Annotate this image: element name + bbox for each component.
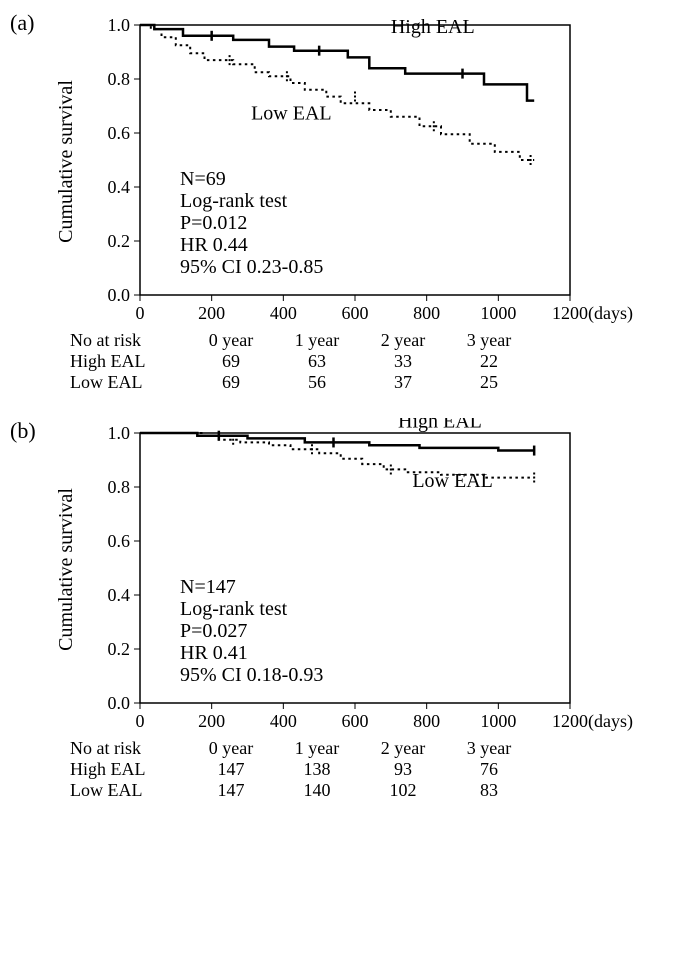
svg-text:800: 800: [413, 711, 440, 731]
svg-text:600: 600: [342, 711, 369, 731]
svg-text:800: 800: [413, 303, 440, 323]
risk-year-col: 2 year: [360, 330, 446, 351]
risk-value: 22: [446, 351, 532, 372]
risk-header: No at risk: [70, 330, 188, 351]
svg-text:0: 0: [136, 711, 145, 731]
risk-year-col: 2 year: [360, 738, 446, 759]
svg-text:N=69: N=69: [180, 168, 226, 190]
svg-text:0.4: 0.4: [108, 177, 131, 197]
y-axis-label: Cumulative survival: [55, 488, 78, 651]
svg-text:95% CI 0.18-0.93: 95% CI 0.18-0.93: [180, 664, 323, 686]
svg-text:HR 0.44: HR 0.44: [180, 234, 248, 256]
risk-value: 25: [446, 372, 532, 393]
svg-text:N=147: N=147: [180, 576, 236, 598]
risk-value: 140: [274, 780, 360, 801]
risk-year-col: 3 year: [446, 330, 532, 351]
svg-text:Log-rank test: Log-rank test: [180, 190, 288, 212]
svg-text:1000: 1000: [480, 711, 516, 731]
no-at-risk-table: No at risk0 year1 year2 year3 year High E…: [70, 330, 675, 393]
risk-year-col: 0 year: [188, 738, 274, 759]
svg-text:Low EAL: Low EAL: [412, 470, 493, 492]
risk-row-label: High EAL: [70, 351, 188, 372]
risk-year-col: 1 year: [274, 330, 360, 351]
risk-value: 56: [274, 372, 360, 393]
risk-value: 93: [360, 759, 446, 780]
svg-text:1.0: 1.0: [108, 15, 131, 35]
risk-value: 69: [188, 351, 274, 372]
svg-text:200: 200: [198, 303, 225, 323]
risk-year-col: 3 year: [446, 738, 532, 759]
risk-header: No at risk: [70, 738, 188, 759]
svg-text:95% CI 0.23-0.85: 95% CI 0.23-0.85: [180, 256, 323, 278]
svg-text:400: 400: [270, 711, 297, 731]
panel-label: (b): [10, 418, 36, 444]
svg-text:600: 600: [342, 303, 369, 323]
risk-year-col: 0 year: [188, 330, 274, 351]
risk-year-col: 1 year: [274, 738, 360, 759]
risk-value: 147: [188, 780, 274, 801]
svg-text:0.0: 0.0: [108, 285, 131, 305]
svg-text:0.2: 0.2: [108, 231, 131, 251]
survival-chart: 0.0 0.2 0.4 0.6 0.8 1.0 0 200 400 600 800 1000 1200 H…: [70, 10, 640, 330]
risk-value: 102: [360, 780, 446, 801]
panel-b: (b) Cumulative survival 0.0 0.2 0.4 0.6 0.8 1.0…: [10, 418, 675, 801]
svg-text:200: 200: [198, 711, 225, 731]
risk-value: 37: [360, 372, 446, 393]
svg-text:HR 0.41: HR 0.41: [180, 642, 248, 664]
risk-value: 138: [274, 759, 360, 780]
risk-value: 63: [274, 351, 360, 372]
svg-text:High EAL: High EAL: [391, 16, 475, 38]
risk-value: 147: [188, 759, 274, 780]
svg-text:400: 400: [270, 303, 297, 323]
svg-text:Log-rank test: Log-rank test: [180, 598, 288, 620]
svg-text:1200: 1200: [552, 711, 588, 731]
svg-text:1000: 1000: [480, 303, 516, 323]
svg-text:1.0: 1.0: [108, 423, 131, 443]
svg-text:0.4: 0.4: [108, 585, 131, 605]
svg-text:P=0.012: P=0.012: [180, 212, 247, 234]
x-axis-units: (days): [588, 711, 633, 732]
risk-value: 83: [446, 780, 532, 801]
svg-text:1200: 1200: [552, 303, 588, 323]
svg-text:0.0: 0.0: [108, 693, 131, 713]
x-axis-units: (days): [588, 303, 633, 324]
panel-label: (a): [10, 10, 34, 36]
svg-text:0.2: 0.2: [108, 639, 131, 659]
plot-wrap: Cumulative survival0.00.20.40.60.81.0020…: [70, 418, 675, 738]
risk-value: 69: [188, 372, 274, 393]
panel-a: (a) Cumulative survival 0.0 0.2 0.4 0.6 0.8 1.0…: [10, 10, 675, 393]
svg-text:0: 0: [136, 303, 145, 323]
risk-value: 33: [360, 351, 446, 372]
risk-row-label: Low EAL: [70, 780, 188, 801]
plot-wrap: Cumulative survival0.00.20.40.60.81.0020…: [70, 10, 675, 330]
risk-value: 76: [446, 759, 532, 780]
svg-text:Low EAL: Low EAL: [251, 103, 332, 125]
survival-chart: 0.0 0.2 0.4 0.6 0.8 1.0 0 200 400 600 800 1000 1200 H…: [70, 418, 640, 738]
risk-row-label: High EAL: [70, 759, 188, 780]
svg-text:High EAL: High EAL: [398, 418, 482, 433]
svg-text:0.8: 0.8: [108, 69, 131, 89]
risk-row-label: Low EAL: [70, 372, 188, 393]
svg-text:0.6: 0.6: [108, 531, 131, 551]
y-axis-label: Cumulative survival: [55, 80, 78, 243]
svg-text:P=0.027: P=0.027: [180, 620, 247, 642]
no-at-risk-table: No at risk0 year1 year2 year3 year High E…: [70, 738, 675, 801]
svg-text:0.8: 0.8: [108, 477, 131, 497]
svg-text:0.6: 0.6: [108, 123, 131, 143]
